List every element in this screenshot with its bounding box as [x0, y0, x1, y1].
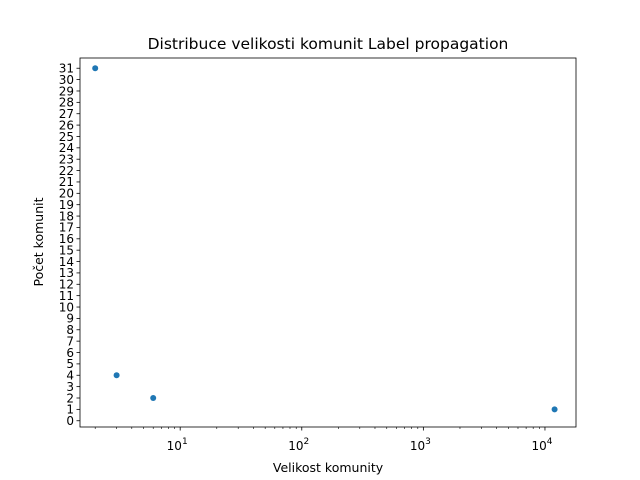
x-tick-base: 10	[531, 439, 546, 453]
y-tick-label: 29	[59, 84, 74, 98]
x-tick-label: 102	[288, 437, 309, 453]
data-point	[150, 395, 157, 402]
y-tick-label: 7	[66, 334, 74, 348]
y-tick-label: 9	[66, 312, 74, 326]
y-tick-label: 27	[59, 107, 74, 121]
x-axis-ticks: 101 102 103 104	[94, 427, 553, 453]
y-tick-label: 6	[66, 346, 74, 360]
y-tick-label: 25	[59, 130, 74, 144]
data-point	[551, 406, 558, 413]
x-tick-label: 103	[410, 437, 431, 453]
plot-area	[79, 57, 577, 428]
x-tick-exponent: 2	[304, 437, 310, 447]
x-tick-label: 104	[531, 437, 552, 453]
y-tick-label: 2	[66, 391, 74, 405]
x-axis-label: Velikost komunity	[273, 460, 384, 475]
x-tick-exponent: 4	[547, 437, 553, 447]
y-tick-label: 31	[59, 62, 74, 76]
y-tick-label: 8	[66, 323, 74, 337]
y-tick-label: 0	[66, 414, 74, 428]
data-point	[113, 372, 120, 379]
y-tick-label: 30	[59, 73, 74, 87]
y-tick-label: 15	[59, 243, 74, 257]
y-tick-label: 20	[59, 187, 74, 201]
y-tick-label: 21	[59, 175, 74, 189]
y-tick-label: 12	[59, 278, 74, 292]
y-tick-label: 26	[59, 118, 74, 132]
y-tick-label: 16	[59, 232, 74, 246]
y-tick-label: 28	[59, 96, 74, 110]
y-tick-label: 17	[59, 221, 74, 235]
y-tick-label: 1	[66, 403, 74, 417]
y-tick-label: 10	[59, 300, 74, 314]
data-point	[92, 65, 99, 72]
y-tick-label: 5	[66, 357, 74, 371]
x-tick-exponent: 3	[425, 437, 431, 447]
x-tick-base: 10	[288, 439, 303, 453]
y-tick-label: 11	[59, 289, 74, 303]
y-tick-label: 3	[66, 380, 74, 394]
x-tick-base: 10	[410, 439, 425, 453]
x-tick-label: 101	[167, 437, 188, 453]
y-tick-label: 4	[66, 369, 74, 383]
y-tick-label: 24	[59, 141, 74, 155]
y-tick-label: 18	[59, 209, 74, 223]
data-points	[92, 65, 558, 413]
chart-title: Distribuce velikosti komunit Label propa…	[148, 35, 509, 53]
y-tick-label: 19	[59, 198, 74, 212]
y-axis-label: Počet komunit	[31, 197, 46, 286]
y-tick-label: 22	[59, 164, 74, 178]
y-tick-label: 14	[59, 255, 74, 269]
x-tick-exponent: 1	[182, 437, 188, 447]
y-tick-label: 13	[59, 266, 74, 280]
x-tick-base: 10	[167, 439, 182, 453]
y-tick-label: 23	[59, 153, 74, 167]
y-axis-ticks: 0123456789101112131415161718192021222324…	[59, 62, 80, 428]
